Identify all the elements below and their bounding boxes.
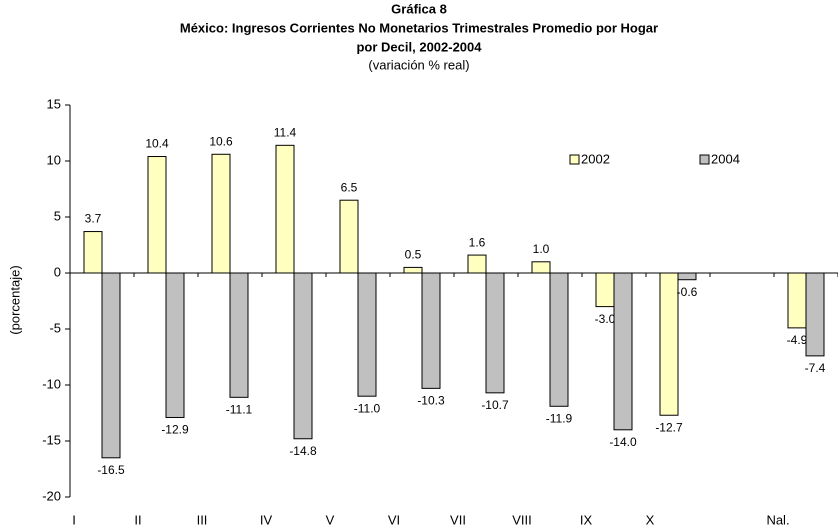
value-label: 1.6 [469, 235, 486, 249]
x-tick-label: X [646, 512, 655, 527]
y-tick-label: 10 [47, 152, 61, 167]
bar [357, 272, 377, 397]
value-label: 1.0 [533, 242, 550, 256]
value-label: -10.7 [481, 398, 509, 412]
x-tick-label: IX [580, 512, 593, 527]
value-label: -0.6 [677, 285, 698, 299]
bar [613, 272, 633, 431]
bar [421, 272, 441, 389]
value-label: -11.1 [226, 402, 253, 416]
y-tick-label: 15 [47, 96, 61, 111]
y-tick-label: -10 [42, 376, 61, 391]
bar [595, 272, 615, 308]
x-tick-label: III [197, 512, 208, 527]
bar [805, 272, 825, 357]
chart-title: Gráfica 8 [391, 1, 447, 16]
value-label: -14.8 [289, 444, 317, 458]
value-label: -12.7 [655, 420, 683, 434]
x-tick-label: IV [260, 512, 273, 527]
bar [83, 231, 103, 274]
bar [147, 156, 167, 274]
value-label: -12.9 [161, 423, 189, 437]
value-label: 11.4 [274, 125, 297, 139]
bar [677, 272, 697, 281]
chart-subtitle: (variación % real) [368, 57, 469, 72]
x-tick-label: VI [388, 512, 400, 527]
value-label: -10.3 [417, 394, 445, 408]
x-tick-label: V [326, 512, 335, 527]
bar [531, 261, 551, 274]
y-tick-label: 5 [54, 208, 61, 223]
legend-swatch [699, 154, 710, 165]
bar [659, 272, 679, 416]
bar [485, 272, 505, 394]
value-label: 10.4 [145, 137, 169, 151]
legend-swatch [569, 154, 580, 165]
value-label: 6.5 [341, 180, 358, 194]
y-tick-label: -20 [42, 488, 61, 503]
chart-title: México: Ingresos Corrientes No Monetario… [180, 20, 658, 35]
bar [339, 199, 359, 274]
chart-title: por Decil, 2002-2004 [356, 39, 482, 54]
x-tick-label: Nal. [766, 512, 789, 527]
y-axis-label: (porcentaje) [7, 265, 22, 334]
x-tick-label: II [134, 512, 141, 527]
x-tick-label: VII [450, 512, 466, 527]
y-tick-label: -15 [42, 432, 61, 447]
bar [403, 266, 423, 274]
legend-label: 2004 [711, 151, 740, 166]
bar [165, 272, 185, 418]
value-label: 3.7 [85, 212, 102, 226]
x-tick-label: VIII [512, 512, 532, 527]
bar [229, 272, 249, 398]
bar [275, 144, 295, 274]
bar [787, 272, 807, 329]
value-label: -7.4 [805, 361, 826, 375]
bar [467, 254, 487, 274]
value-label: -11.0 [354, 401, 381, 415]
bar [211, 153, 231, 274]
bar [293, 272, 313, 440]
bar [101, 272, 121, 459]
value-label: 0.5 [405, 248, 422, 262]
value-label: 10.6 [209, 134, 233, 148]
value-label: -14.0 [609, 435, 637, 449]
y-tick-label: 0 [54, 264, 61, 279]
value-label: -16.5 [97, 463, 125, 477]
value-label: -4.9 [787, 333, 808, 347]
y-tick-label: -5 [49, 320, 61, 335]
x-tick-label: I [72, 512, 76, 527]
bar [549, 272, 569, 407]
value-label: -3.0 [595, 312, 616, 326]
value-label: -11.9 [546, 411, 573, 425]
legend-label: 2002 [581, 151, 610, 166]
